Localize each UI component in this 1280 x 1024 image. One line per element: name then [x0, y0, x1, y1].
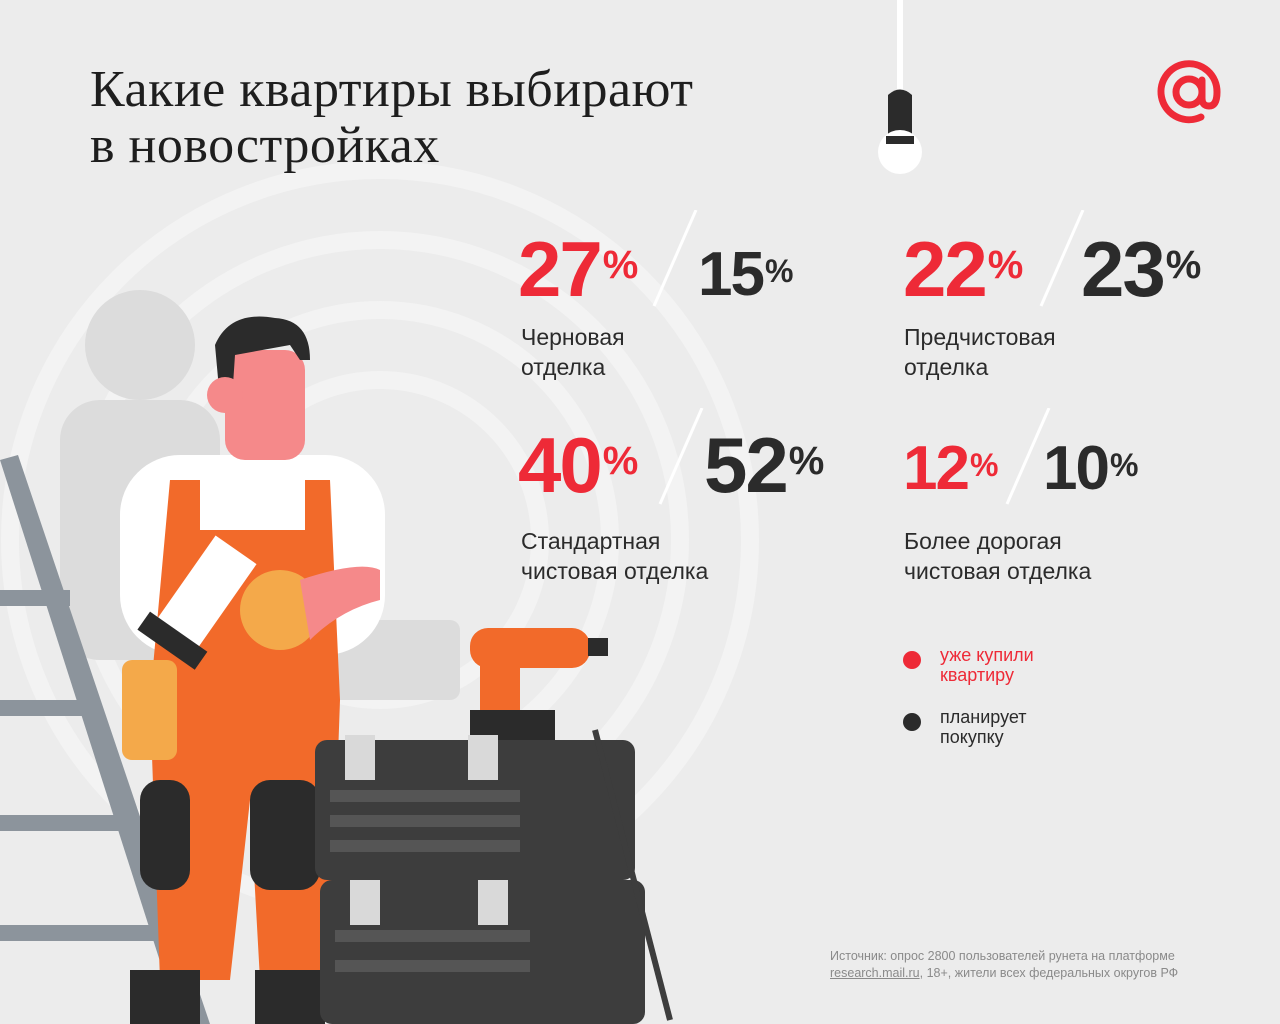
planned-percent: 52%: [704, 421, 825, 509]
page-title: Какие квартиры выбирают в новостройках: [90, 62, 694, 174]
research-link[interactable]: research.mail.ru: [830, 966, 920, 980]
planned-percent: 15%: [698, 240, 794, 309]
worker-illustration: [0, 290, 673, 1024]
bought-percent: 27%: [518, 225, 639, 313]
divider-slash: [1039, 210, 1085, 307]
planned-percent: 23%: [1081, 225, 1202, 313]
legend-item-planned: планирует покупку: [903, 707, 1034, 747]
title-line-1: Какие квартиры выбирают: [90, 61, 694, 118]
drill-icon: [470, 628, 608, 750]
divider-slash: [658, 408, 704, 505]
legend: уже купили квартиру планирует покупку: [903, 645, 1034, 769]
divider-slash: [1005, 408, 1051, 505]
stat-label: Предчистовая отделка: [904, 324, 1056, 380]
stat-label: Черновая отделка: [521, 324, 625, 380]
stat-label: Стандартная чистовая отделка: [521, 528, 709, 584]
red-dot-icon: [903, 651, 921, 669]
planned-percent: 10%: [1043, 434, 1139, 503]
bought-percent: 22%: [903, 225, 1024, 313]
divider-slash: [652, 210, 698, 307]
bought-percent: 40%: [518, 421, 639, 509]
dark-dot-icon: [903, 713, 921, 731]
title-line-2: в новостройках: [90, 117, 440, 174]
source-note: Источник: опрос 2800 пользователей рунет…: [830, 949, 1179, 980]
scraper-icon: [137, 535, 257, 670]
legend-item-bought: уже купили квартиру: [903, 645, 1034, 685]
mail-ru-at-logo-icon: [1157, 60, 1221, 124]
toolbox-icon: [315, 729, 673, 1024]
bought-percent: 12%: [903, 434, 999, 503]
hanging-lamp-icon: [878, 0, 922, 174]
stat-label: Более дорогая чистовая отделка: [904, 528, 1092, 584]
